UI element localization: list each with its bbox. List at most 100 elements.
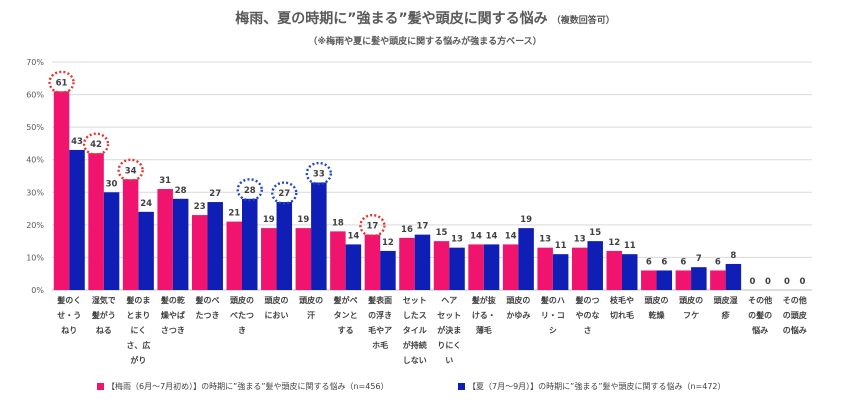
- x-tick-label: におい: [265, 311, 289, 320]
- title-text: 梅雨、夏の時期に”強まる”髪や頭皮に関する悩み: [235, 11, 548, 27]
- data-label: 19: [520, 215, 532, 225]
- data-label: 17: [367, 222, 379, 232]
- x-tick-label: 髪の乾: [160, 295, 185, 305]
- data-label: 43: [71, 137, 83, 147]
- x-tick-label: が持続: [403, 340, 427, 350]
- x-tick-label: ホ毛: [372, 340, 388, 350]
- data-label: 31: [159, 176, 171, 186]
- data-label: 0: [765, 277, 771, 287]
- data-label: 12: [382, 238, 394, 248]
- x-tick-label: 切れ毛: [610, 310, 634, 320]
- x-tick-label: 湿気で: [92, 295, 116, 305]
- x-tick-label: さ、広: [126, 340, 150, 350]
- bar-rainy: [537, 247, 553, 290]
- x-tick-label: 頭皮の: [265, 295, 289, 305]
- x-tick-label: その他: [783, 295, 807, 305]
- highlight-circle: [236, 178, 263, 202]
- bar-rainy: [157, 189, 173, 290]
- data-label: 15: [436, 228, 448, 238]
- data-label: 6: [680, 257, 686, 267]
- x-tick-label: にく: [130, 326, 146, 335]
- data-label: 8: [730, 251, 736, 261]
- bar-summer: [691, 267, 707, 290]
- title-note: （複数回答可）: [551, 16, 615, 26]
- bar-rainy: [261, 228, 277, 290]
- data-label: 6: [715, 257, 721, 267]
- y-tick-label: 60%: [26, 91, 44, 100]
- bar-rainy: [606, 250, 622, 290]
- bar-summer: [483, 244, 500, 290]
- highlight-circle: [305, 161, 333, 186]
- bar-summer: [414, 234, 431, 290]
- bar-summer: [276, 202, 293, 290]
- x-tick-label: する: [338, 326, 354, 335]
- x-tick-label: しない: [403, 356, 427, 365]
- x-tick-label: べたつ: [230, 310, 254, 320]
- highlight-circle: [271, 181, 298, 205]
- x-tick-label: セット: [437, 311, 461, 320]
- x-tick-label: ねり: [61, 326, 77, 335]
- x-tick-label: 枝毛や: [609, 295, 634, 305]
- x-tick-label: 汗: [307, 310, 315, 320]
- x-tick-label: 疹: [722, 310, 731, 320]
- x-tick-label: の浮き: [368, 310, 392, 320]
- x-tick-label: 髪がう: [91, 310, 116, 320]
- data-label: 19: [263, 215, 275, 225]
- bar-rainy: [399, 237, 415, 290]
- x-tick-label: がり: [130, 355, 146, 365]
- x-tick-label: フケ: [683, 311, 699, 320]
- x-tick-label: タイル: [403, 325, 427, 335]
- data-label: 14: [486, 231, 498, 241]
- y-tick-label: 70%: [26, 58, 44, 67]
- data-label: 11: [624, 241, 636, 251]
- y-tick-label: 20%: [26, 221, 44, 230]
- bar-summer: [380, 250, 396, 290]
- x-tick-label: したス: [403, 310, 427, 320]
- x-tick-label: せ・う: [57, 311, 81, 320]
- bar-rainy: [53, 91, 70, 290]
- bar-summer: [311, 182, 327, 290]
- x-tick-label: さつき: [161, 326, 185, 335]
- x-tick-label: 頭皮の: [506, 295, 530, 305]
- data-label: 13: [574, 235, 586, 245]
- bar-rainy: [364, 234, 381, 290]
- x-tick-label: タンと: [334, 310, 358, 320]
- data-label: 14: [470, 231, 482, 241]
- x-tick-label: 髪のハ: [540, 295, 565, 305]
- chart-subtitle: （※梅雨や夏に髪や頭皮に関する悩みが強まる方ベース）: [308, 37, 542, 47]
- data-label: 28: [175, 186, 187, 196]
- x-tick-label: ける・: [472, 311, 496, 320]
- x-tick-label: 髪のつ: [574, 295, 599, 305]
- x-tick-label: 乾燥: [649, 310, 666, 320]
- x-tick-label: の悩み: [783, 325, 807, 335]
- data-label: 6: [646, 257, 652, 267]
- data-label: 27: [278, 189, 290, 199]
- bar-rainy: [122, 179, 139, 290]
- x-tick-label: 薄毛: [476, 325, 492, 335]
- legend-item-rainy: 【梅雨（6月〜7月初め）】の時期に”強まる”髪や頭皮に関する悩み（n=456）: [97, 381, 389, 392]
- legend-label-summer: 【夏（7月〜9月）】の時期に”強まる”髪や頭皮に関する悩み（n=472）: [468, 382, 726, 391]
- data-label: 27: [209, 189, 221, 199]
- bar-summer: [103, 192, 120, 290]
- data-label: 11: [555, 241, 567, 251]
- data-label: 14: [505, 231, 517, 241]
- highlight-circle: [117, 158, 144, 182]
- bar-rainy: [88, 153, 104, 290]
- data-label: 0: [749, 277, 755, 287]
- bar-summer: [69, 149, 85, 290]
- x-tick-label: シ: [549, 326, 557, 335]
- data-label: 24: [140, 199, 152, 209]
- bar-rainy: [295, 228, 312, 290]
- bar-rainy: [710, 270, 726, 290]
- x-tick-label: き: [238, 326, 246, 335]
- data-label: 42: [90, 140, 102, 150]
- x-tick-label: 頭皮の: [645, 295, 669, 305]
- x-tick-label: の頭皮: [783, 310, 807, 320]
- bar-summer: [622, 254, 638, 290]
- x-tick-label: 頭皮の: [679, 295, 703, 305]
- bar-summer: [207, 202, 223, 290]
- x-tick-label: が決ま: [437, 325, 461, 335]
- x-tick-label: の髪の: [748, 310, 772, 320]
- data-label: 18: [332, 218, 344, 228]
